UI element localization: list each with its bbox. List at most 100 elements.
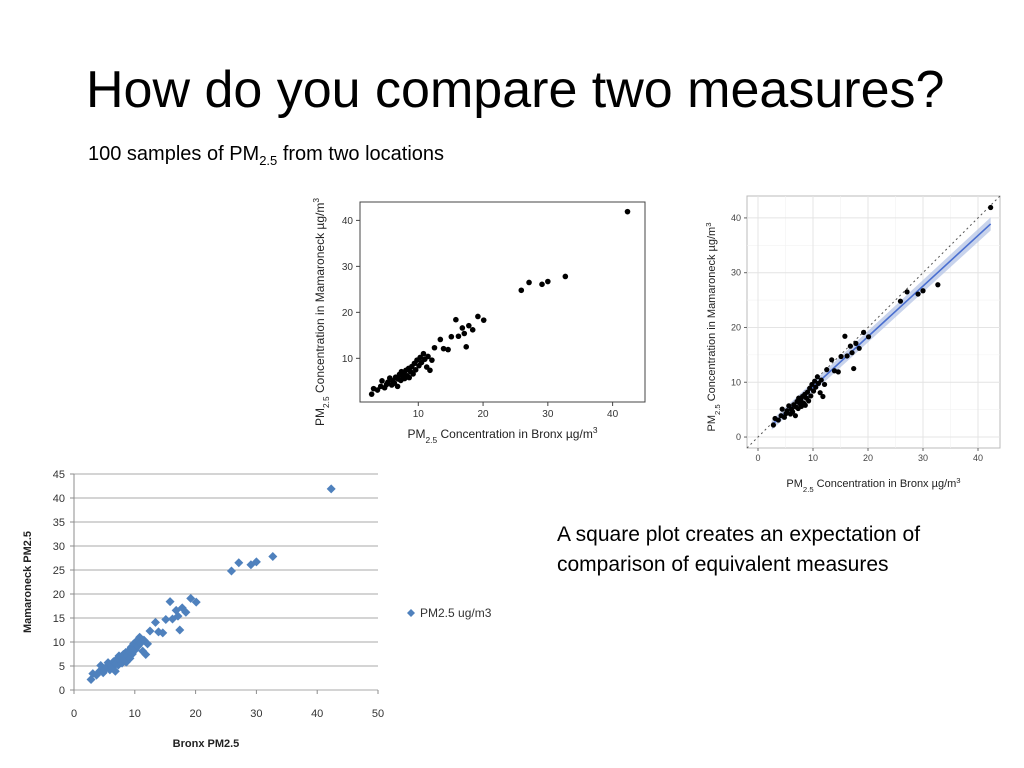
data-point bbox=[440, 345, 447, 352]
data-point bbox=[865, 334, 872, 340]
data-point bbox=[445, 346, 451, 353]
data-point bbox=[806, 398, 812, 404]
data-point bbox=[234, 558, 244, 568]
x-tick-label: 20 bbox=[478, 409, 490, 420]
data-point bbox=[842, 333, 848, 339]
data-point bbox=[820, 393, 826, 400]
x-axis-label: PM2.5​ Concentration in Bronx µg/m3​ bbox=[408, 425, 598, 445]
slide-caption: A square plot creates an expectation of … bbox=[557, 523, 921, 577]
data-point bbox=[920, 288, 926, 294]
data-point bbox=[847, 343, 853, 349]
subtitle-subscript: 2.5 bbox=[259, 153, 278, 168]
y-tick-label: 15 bbox=[53, 613, 65, 625]
data-point bbox=[897, 298, 904, 304]
legend-marker bbox=[407, 609, 415, 617]
data-point bbox=[851, 365, 857, 372]
data-point bbox=[790, 409, 796, 415]
data-point bbox=[226, 566, 236, 576]
y-axis-label: PM2.5​ Concentration in Mamaroneck µg/m3… bbox=[311, 198, 331, 426]
data-point bbox=[814, 374, 820, 380]
x-axis-label: Bronx PM2.5 bbox=[173, 738, 240, 750]
scatter-plot-r-base: 10 20 30 40 10 20 30 40 PM2.5​ Concentration in … bbox=[311, 198, 646, 445]
subtitle-text-end: from two locations bbox=[277, 143, 445, 165]
data-point bbox=[98, 668, 108, 678]
data-point bbox=[480, 317, 487, 323]
data-point bbox=[463, 344, 470, 350]
x-tick-label: 30 bbox=[250, 708, 262, 720]
y-tick-label: 10 bbox=[342, 354, 354, 365]
data-point bbox=[429, 357, 435, 363]
data-point bbox=[810, 388, 817, 394]
data-point bbox=[915, 291, 921, 297]
data-point bbox=[807, 385, 813, 391]
data-point bbox=[466, 322, 472, 329]
legend-label: PM2.5 ug/m3 bbox=[420, 606, 492, 620]
data-point bbox=[988, 204, 994, 211]
data-point bbox=[812, 378, 818, 384]
y-tick-label: 0 bbox=[59, 685, 65, 697]
data-point bbox=[856, 345, 862, 351]
data-point bbox=[406, 374, 413, 381]
data-point bbox=[817, 390, 823, 396]
scatter-plot-ggplot: 0 10 20 30 40 0 10 20 30 40 PM2.5​ Concentration i… bbox=[704, 195, 1001, 494]
data-point bbox=[125, 653, 135, 663]
data-point bbox=[448, 333, 455, 340]
x-tick-label: 40 bbox=[973, 453, 983, 463]
x-tick-label: 10 bbox=[808, 453, 818, 463]
x-tick-label: 0 bbox=[755, 453, 760, 463]
y-tick-label: 40 bbox=[53, 493, 65, 505]
data-point bbox=[186, 593, 196, 603]
x-tick-label: 0 bbox=[71, 708, 77, 720]
data-point bbox=[804, 389, 811, 395]
data-point bbox=[145, 626, 155, 636]
x-tick-label: 20 bbox=[863, 453, 873, 463]
data-point bbox=[103, 658, 113, 668]
data-point bbox=[410, 371, 416, 377]
data-point bbox=[770, 422, 776, 428]
x-tick-label: 10 bbox=[129, 708, 141, 720]
slide-title: How do you compare two measures? bbox=[86, 61, 945, 119]
data-point bbox=[904, 289, 910, 295]
x-tick-label: 50 bbox=[372, 708, 384, 720]
data-point bbox=[420, 350, 427, 357]
scatter-plot-excel: 0 5 10 15 20 25 30 35 40 45 0 10 20 30 40 50 PM2.5 ug/m3… bbox=[22, 469, 492, 750]
y-tick-label: 40 bbox=[342, 216, 354, 227]
y-tick-label: 25 bbox=[53, 565, 65, 577]
data-point bbox=[161, 614, 171, 624]
data-point bbox=[518, 287, 525, 294]
data-point bbox=[461, 330, 468, 337]
data-point bbox=[181, 607, 191, 617]
y-axis-label: Mamaroneck PM2.5 bbox=[22, 531, 34, 633]
data-point bbox=[562, 273, 569, 280]
y-tick-label: 30 bbox=[53, 541, 65, 553]
data-point bbox=[175, 625, 185, 635]
x-tick-label: 10 bbox=[413, 409, 425, 420]
data-point bbox=[853, 340, 859, 346]
y-tick-label: 0 bbox=[736, 432, 741, 442]
data-point bbox=[835, 369, 841, 375]
data-point bbox=[368, 391, 375, 397]
y-tick-label: 10 bbox=[53, 637, 65, 649]
data-point bbox=[326, 484, 336, 494]
slide-subtitle: 100 samples of PM2.5 from two locations bbox=[88, 143, 444, 168]
data-point bbox=[394, 383, 401, 390]
x-tick-label: 30 bbox=[542, 409, 554, 420]
data-point bbox=[135, 632, 145, 642]
data-point bbox=[784, 408, 790, 414]
y-tick-label: 20 bbox=[53, 589, 65, 601]
data-point bbox=[268, 552, 278, 562]
x-tick-label: 30 bbox=[918, 453, 928, 463]
data-point bbox=[792, 413, 798, 419]
data-point bbox=[251, 557, 261, 567]
data-point bbox=[818, 377, 824, 383]
data-point bbox=[417, 354, 424, 361]
data-point bbox=[539, 281, 545, 288]
data-point bbox=[459, 325, 466, 331]
data-point bbox=[412, 367, 419, 373]
subtitle-text: 100 samples of PM bbox=[88, 143, 260, 165]
y-tick-label: 30 bbox=[342, 262, 354, 273]
y-tick-label: 40 bbox=[731, 213, 741, 223]
data-point bbox=[437, 336, 444, 343]
data-point bbox=[453, 316, 459, 323]
data-point bbox=[545, 278, 551, 285]
